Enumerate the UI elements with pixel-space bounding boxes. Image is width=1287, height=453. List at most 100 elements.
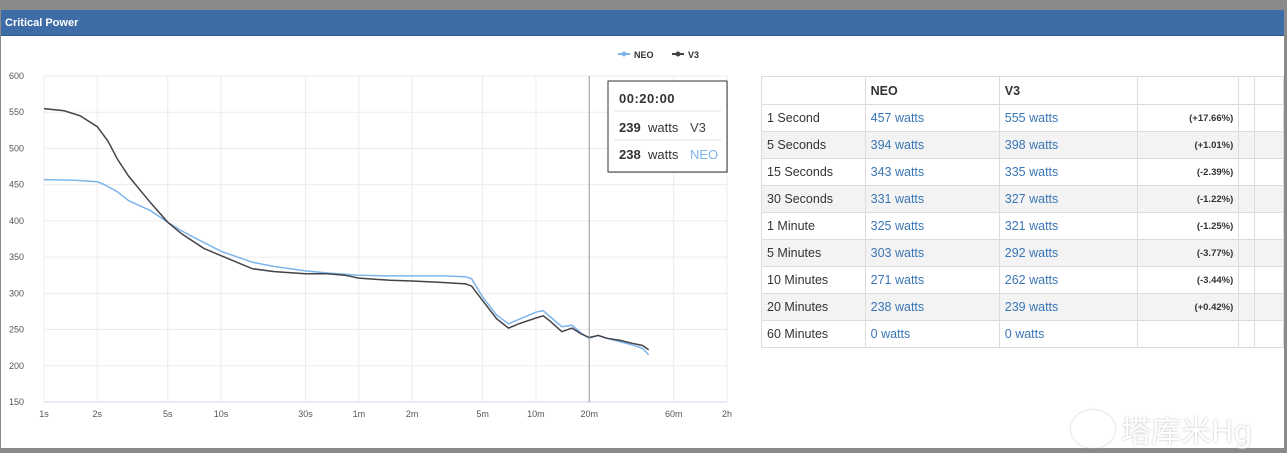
header-extra-2	[1254, 76, 1284, 105]
diff-percent: (+1.01%)	[1136, 131, 1240, 159]
header-neo[interactable]: NEO	[864, 76, 1000, 105]
v3-value: 555 watts	[998, 104, 1138, 132]
table-row: 20 Minutes 238 watts 239 watts (+0.42%)	[761, 293, 1284, 321]
header-v3[interactable]: V3	[998, 76, 1138, 105]
legend-marker-neo[interactable]	[621, 51, 627, 57]
x-tick-label: 10s	[214, 409, 229, 419]
panel-title: Critical Power	[1, 10, 1284, 36]
header-extra-1	[1238, 76, 1256, 105]
row-label: 5 Minutes	[761, 239, 866, 267]
y-tick-label: 350	[9, 252, 24, 262]
extra-cell-2	[1254, 212, 1284, 240]
tooltip-value: 238	[619, 147, 641, 162]
extra-cell-2	[1254, 104, 1284, 132]
row-label: 5 Seconds	[761, 131, 866, 159]
tooltip-series: V3	[690, 120, 706, 135]
v3-value: 292 watts	[998, 239, 1138, 267]
table-row: 1 Minute 325 watts 321 watts (-1.25%)	[761, 212, 1284, 240]
extra-cell-2	[1254, 320, 1284, 348]
watermark-text: 塔库米Hg	[1121, 415, 1253, 450]
x-tick-label: 20m	[580, 409, 598, 419]
extra-cell-1	[1238, 131, 1256, 159]
x-tick-label: 5m	[476, 409, 489, 419]
neo-value: 331 watts	[864, 185, 1000, 213]
table-row: 5 Minutes 303 watts 292 watts (-3.77%)	[761, 239, 1284, 267]
table-row: 30 Seconds 331 watts 327 watts (-1.22%)	[761, 185, 1284, 213]
v3-value: 0 watts	[998, 320, 1138, 348]
row-label: 15 Seconds	[761, 158, 866, 186]
tooltip-box	[607, 80, 728, 173]
watermark: 塔库米Hg	[1071, 405, 1281, 453]
neo-value: 343 watts	[864, 158, 1000, 186]
row-label: 10 Minutes	[761, 266, 866, 294]
extra-cell-1	[1238, 320, 1256, 348]
tooltip-value: 239	[619, 120, 641, 135]
neo-value: 394 watts	[864, 131, 1000, 159]
x-tick-label: 10m	[527, 409, 545, 419]
diff-percent: (-1.22%)	[1136, 185, 1240, 213]
table-row: 10 Minutes 271 watts 262 watts (-3.44%)	[761, 266, 1284, 294]
critical-power-chart[interactable]: 150 200 250 300 350 400 450 500 550 600 1s 2s 5s 10s 3…	[1, 10, 746, 448]
row-label: 1 Second	[761, 104, 866, 132]
y-tick-label: 200	[9, 361, 24, 371]
x-tick-label: 60m	[665, 409, 683, 419]
x-tick-label: 30s	[298, 409, 313, 419]
v3-value: 321 watts	[998, 212, 1138, 240]
legend-marker-v3[interactable]	[675, 51, 681, 57]
series-line-v3[interactable]	[43, 107, 650, 351]
x-tick-label: 2s	[93, 409, 103, 419]
v3-value: 398 watts	[998, 131, 1138, 159]
extra-cell-1	[1238, 212, 1256, 240]
diff-percent: (-2.39%)	[1136, 158, 1240, 186]
diff-percent: (-3.44%)	[1136, 266, 1240, 294]
row-label: 30 Seconds	[761, 185, 866, 213]
tooltip-unit: watts	[647, 120, 679, 135]
table-row: 5 Seconds 394 watts 398 watts (+1.01%)	[761, 131, 1284, 159]
weibo-logo-icon	[1071, 410, 1115, 448]
v3-value: 239 watts	[998, 293, 1138, 321]
diff-percent: (+0.42%)	[1136, 293, 1240, 321]
y-tick-label: 300	[9, 288, 24, 298]
extra-cell-2	[1254, 185, 1284, 213]
extra-cell-1	[1238, 266, 1256, 294]
extra-cell-1	[1238, 293, 1256, 321]
neo-value: 271 watts	[864, 266, 1000, 294]
diff-percent: (+17.66%)	[1136, 104, 1240, 132]
header-duration	[761, 76, 866, 105]
table-row: 1 Second 457 watts 555 watts (+17.66%)	[761, 104, 1284, 132]
neo-value: 457 watts	[864, 104, 1000, 132]
y-tick-label: 450	[9, 180, 24, 190]
power-comparison-table: NEO V3 1 Second 457 watts 555 watts (+17.66…	[761, 76, 1284, 348]
v3-value: 262 watts	[998, 266, 1138, 294]
neo-value: 0 watts	[864, 320, 1000, 348]
diff-percent: (-1.25%)	[1136, 212, 1240, 240]
table-row: 15 Seconds 343 watts 335 watts (-2.39%)	[761, 158, 1284, 186]
legend-item-v3: V3	[688, 50, 699, 60]
v3-value: 335 watts	[998, 158, 1138, 186]
extra-cell-1	[1238, 104, 1256, 132]
x-tick-label: 1m	[353, 409, 366, 419]
neo-value: 325 watts	[864, 212, 1000, 240]
v3-value: 327 watts	[998, 185, 1138, 213]
diff-percent	[1136, 320, 1240, 348]
extra-cell-2	[1254, 293, 1284, 321]
y-tick-label: 150	[9, 397, 24, 407]
y-tick-label: 400	[9, 216, 24, 226]
row-label: 20 Minutes	[761, 293, 866, 321]
critical-power-panel: Critical Power 150 200 250 300 350 400 450 500 5…	[1, 10, 1284, 450]
extra-cell-1	[1238, 239, 1256, 267]
x-tick-label: 5s	[163, 409, 173, 419]
extra-cell-1	[1238, 185, 1256, 213]
neo-value: 238 watts	[864, 293, 1000, 321]
y-tick-label: 500	[9, 143, 24, 153]
tooltip-unit: watts	[647, 147, 679, 162]
x-tick-label: 2m	[406, 409, 419, 419]
tooltip-series: NEO	[690, 147, 718, 162]
extra-cell-2	[1254, 131, 1284, 159]
extra-cell-2	[1254, 239, 1284, 267]
neo-value: 303 watts	[864, 239, 1000, 267]
extra-cell-2	[1254, 266, 1284, 294]
x-tick-label: 2h	[722, 409, 732, 419]
table-header-row: NEO V3	[761, 76, 1284, 105]
diff-percent: (-3.77%)	[1136, 239, 1240, 267]
